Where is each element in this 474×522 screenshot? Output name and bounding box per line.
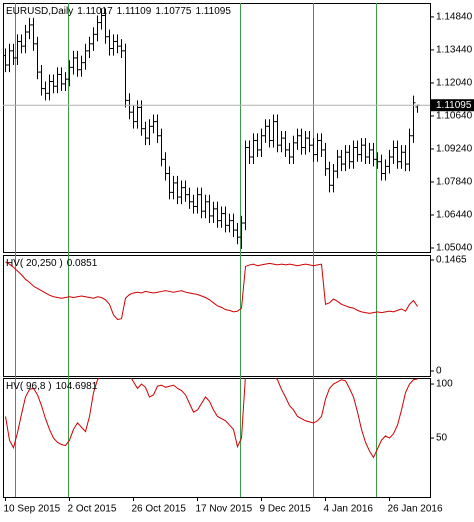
y-tick-label: 100: [436, 379, 453, 390]
y-tick-label: 1.09240: [436, 144, 473, 155]
last-price-label: 1.11095: [436, 100, 472, 111]
pane-title: HV( 96,8 ) 104.6981: [6, 381, 98, 392]
title-part: 0.0851: [67, 258, 98, 269]
plot: [3, 8, 420, 249]
y-tick-label: 1.13440: [436, 45, 473, 56]
y-tick-label: 0: [436, 366, 442, 377]
x-tick-label: 26 Oct 2015: [132, 504, 187, 515]
y-tick-label: 1.07840: [436, 177, 473, 188]
title-part: 1.11017: [77, 6, 113, 17]
y-tick-label: 50: [436, 433, 448, 444]
pane-title: HV( 20,250 ) 0.0851: [6, 258, 98, 269]
y-tick-label: 0.1465: [436, 255, 467, 266]
title-part: 1.10775: [155, 6, 192, 17]
x-tick-label: 4 Jan 2016: [324, 504, 374, 515]
y-tick-label: 1.14840: [436, 12, 473, 23]
y-tick-label: 1.12040: [436, 78, 473, 89]
pane-frame: [3, 255, 431, 377]
y-tick-label: 1.10640: [436, 111, 473, 122]
title-part: HV( 96,8 ): [6, 381, 52, 392]
plot: [5, 378, 418, 459]
title-part: 104.6981: [56, 381, 98, 392]
title-part: 1.11109: [117, 6, 152, 17]
pane-title: EURUSD,Daily 1.11017 1.11109 1.10775 1.11095: [6, 6, 231, 17]
title-part: 1.11095: [195, 6, 231, 17]
x-tick-label: 26 Jan 2016: [388, 504, 443, 515]
title-part: EURUSD,Daily: [6, 6, 73, 17]
title-part: HV( 20,250 ): [6, 258, 63, 269]
y-tick-label: 1.05040: [436, 243, 473, 254]
pane-frame: [3, 378, 431, 498]
indicator-line: [5, 378, 418, 459]
x-tick-label: 17 Nov 2015: [196, 504, 253, 515]
x-tick-label: 10 Sep 2015: [4, 504, 61, 515]
indicator-line: [5, 261, 418, 321]
x-tick-label: 2 Oct 2015: [68, 504, 117, 515]
last-price-box: [431, 99, 474, 112]
y-tick-label: 1.06440: [436, 210, 473, 221]
x-tick-label: 9 Dec 2015: [260, 504, 312, 515]
pane-frame: [3, 3, 431, 253]
plot: [5, 261, 418, 321]
